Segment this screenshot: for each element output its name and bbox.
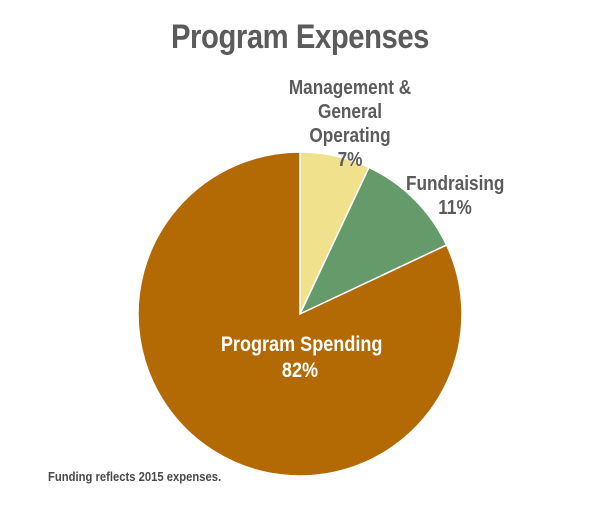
pie-slices: [137, 151, 463, 477]
slice-value-fundraising: 11%: [438, 197, 472, 219]
slice-name-fundraising: Fundraising: [405, 173, 505, 195]
slice-name-management: Management & General Operating: [288, 77, 412, 147]
slice-label-management: Management & General Operating 7%: [279, 76, 420, 172]
pie-slice-program-spending: [137, 151, 463, 477]
slice-label-program-spending: Program Spending 82%: [220, 332, 383, 384]
slice-value-management: 7%: [337, 149, 363, 171]
slice-value-program-spending: 82%: [281, 359, 319, 382]
slice-name-program-spending: Program Spending: [220, 333, 383, 356]
chart-title: Program Expenses: [170, 18, 430, 56]
pie-slice-fundraising: [298, 166, 448, 316]
footnote: Funding reflects 2015 expenses.: [48, 470, 222, 484]
slice-label-fundraising: Fundraising 11%: [406, 172, 504, 220]
